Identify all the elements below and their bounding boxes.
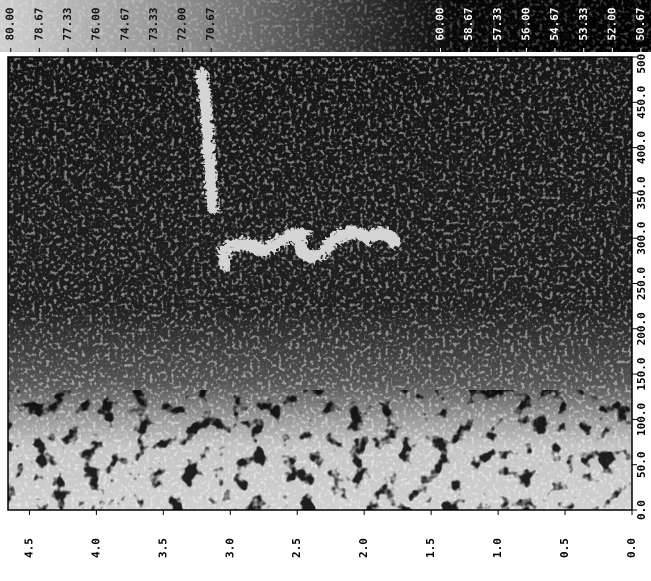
colorbar-label: 52.00 <box>605 7 618 40</box>
x-tick-label: 3.5 <box>156 538 169 558</box>
y-tick-label: 100.0 <box>635 403 648 436</box>
y-tick-label: 400.0 <box>635 131 648 164</box>
plot-area <box>8 57 632 510</box>
colorbar-label: 78.67 <box>32 7 45 40</box>
x-tick-label: 1.0 <box>491 538 504 558</box>
y-tick-label: 150.0 <box>635 358 648 391</box>
echo-feature <box>194 66 399 269</box>
y-tick-label: 50.0 <box>635 451 648 478</box>
x-tick-label: 1.5 <box>424 538 437 558</box>
x-tick-label: 0.5 <box>558 538 571 558</box>
colorbar-label: 74.67 <box>118 7 131 40</box>
colorbar-label: 54.67 <box>548 7 561 40</box>
colorbar-label: 70.67 <box>204 7 217 40</box>
colorbar-label: 50.67 <box>634 7 647 40</box>
colorbar-texture <box>0 0 651 52</box>
colorbar-label: 53.33 <box>577 7 590 40</box>
y-tick-label: 300.0 <box>635 222 648 255</box>
colorbar-label: 58.67 <box>462 7 475 40</box>
y-tick-label: 500.0 <box>635 40 648 73</box>
colorbar-label: 73.33 <box>147 7 160 40</box>
y-tick-label: 0.0 <box>635 500 648 520</box>
y-tick-label: 250.0 <box>635 267 648 300</box>
colorbar-label: 77.33 <box>61 7 74 40</box>
y-tick-label: 350.0 <box>635 176 648 209</box>
colorbar-label: 80.00 <box>4 7 17 40</box>
y-tick-label: 450.0 <box>635 86 648 119</box>
colorbar-label: 72.00 <box>176 7 189 40</box>
colorbar-label: 57.33 <box>491 7 504 40</box>
colorbar-label: 60.00 <box>433 7 446 40</box>
colorbar-label: 76.00 <box>90 7 103 40</box>
x-tick-label: 2.0 <box>357 538 370 558</box>
dark-patches <box>8 390 632 510</box>
x-tick-label: 4.0 <box>89 538 102 558</box>
x-tick-label: 0.0 <box>625 538 638 558</box>
colorbar-label: 56.00 <box>519 7 532 40</box>
y-tick-label: 200.0 <box>635 312 648 345</box>
x-tick-label: 4.5 <box>22 538 35 558</box>
x-tick-label: 2.5 <box>290 538 303 558</box>
x-tick-label: 3.0 <box>223 538 236 558</box>
